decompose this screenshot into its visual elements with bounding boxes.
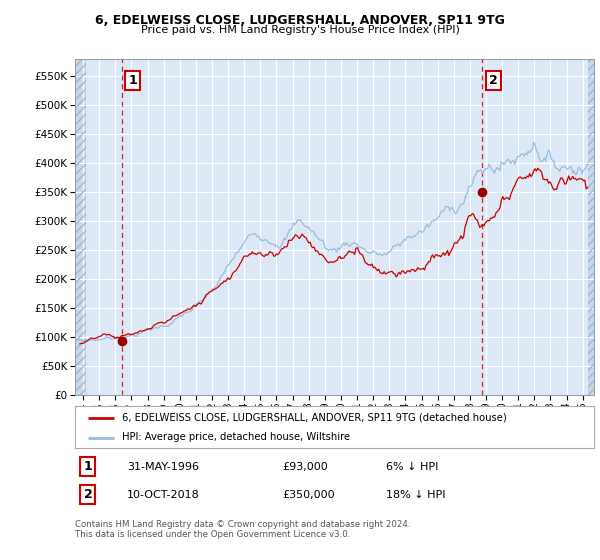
Text: 2: 2	[83, 488, 92, 501]
Text: Contains HM Land Registry data © Crown copyright and database right 2024.
This d: Contains HM Land Registry data © Crown c…	[75, 520, 410, 539]
Text: £93,000: £93,000	[283, 461, 328, 472]
Text: HPI: Average price, detached house, Wiltshire: HPI: Average price, detached house, Wilt…	[122, 432, 350, 442]
Text: 31-MAY-1996: 31-MAY-1996	[127, 461, 199, 472]
Text: 6, EDELWEISS CLOSE, LUDGERSHALL, ANDOVER, SP11 9TG (detached house): 6, EDELWEISS CLOSE, LUDGERSHALL, ANDOVER…	[122, 413, 506, 423]
Bar	[75, 59, 86, 395]
Text: £350,000: £350,000	[283, 490, 335, 500]
Text: 18% ↓ HPI: 18% ↓ HPI	[386, 490, 446, 500]
Text: 6% ↓ HPI: 6% ↓ HPI	[386, 461, 439, 472]
Text: 1: 1	[128, 74, 137, 87]
Text: 10-OCT-2018: 10-OCT-2018	[127, 490, 200, 500]
Text: 6, EDELWEISS CLOSE, LUDGERSHALL, ANDOVER, SP11 9TG: 6, EDELWEISS CLOSE, LUDGERSHALL, ANDOVER…	[95, 14, 505, 27]
Text: 1: 1	[83, 460, 92, 473]
Bar	[75, 59, 86, 395]
Text: 2: 2	[489, 74, 497, 87]
Text: Price paid vs. HM Land Registry's House Price Index (HPI): Price paid vs. HM Land Registry's House …	[140, 25, 460, 35]
Bar	[587, 59, 594, 395]
Bar	[587, 59, 594, 395]
